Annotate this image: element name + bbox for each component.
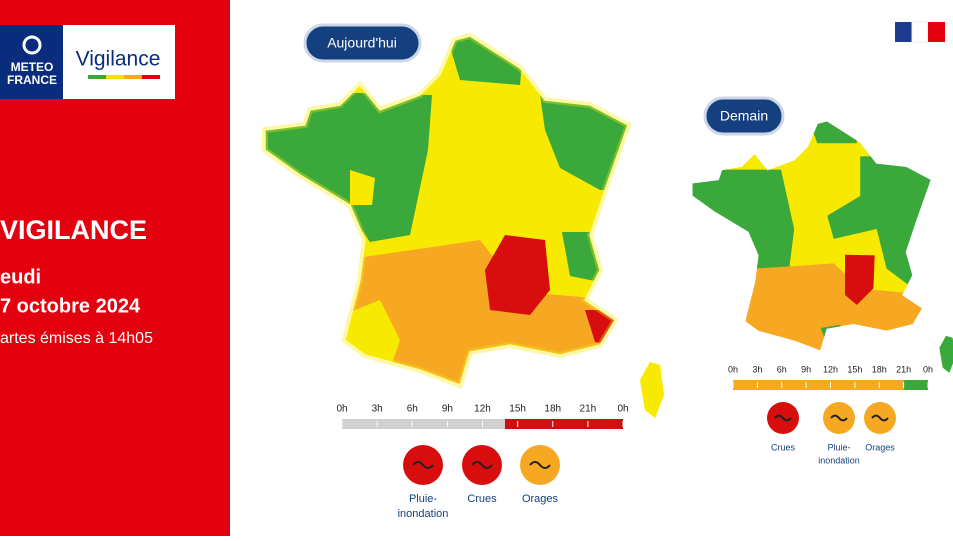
hazard-symbol (774, 414, 792, 422)
hazard-label: Orages (522, 493, 559, 505)
timeline-label: 0h (923, 364, 933, 374)
hazard-label: inondation (398, 508, 449, 520)
hazard-label: Pluie- (827, 442, 850, 452)
timeline-label: 9h (442, 404, 453, 415)
timeline-label: 0h (728, 364, 738, 374)
hazard-symbol (871, 414, 889, 422)
day-badge (703, 96, 785, 136)
timeline-label: 3h (372, 404, 383, 415)
timeline-label: 6h (777, 364, 787, 374)
timeline-label: 21h (580, 404, 597, 415)
timeline-label: 18h (872, 364, 887, 374)
timeline-bar (504, 419, 623, 429)
timeline-label: 0h (336, 404, 347, 415)
timeline-label: 12h (474, 404, 491, 415)
timeline-label: 6h (407, 404, 418, 415)
sidebar-title: VIGILANCE (0, 215, 147, 245)
timeline-label: 0h (617, 404, 628, 415)
day-badge (303, 23, 422, 63)
timeline-label: 18h (544, 404, 561, 415)
level-bar (106, 75, 124, 79)
level-bar (124, 75, 142, 79)
timeline-label: 15h (509, 404, 526, 415)
hazard-symbol (529, 461, 551, 469)
timeline-label: 3h (752, 364, 762, 374)
timeline-label: 15h (847, 364, 862, 374)
level-bar (142, 75, 160, 79)
sidebar-day: eudi (0, 266, 41, 288)
logo-text: METEO (11, 60, 54, 74)
timeline-label: 21h (896, 364, 911, 374)
timeline-bar (342, 419, 505, 429)
map-today: Aujourd'hui (250, 23, 664, 418)
flag (911, 21, 929, 43)
hazard-label: Crues (467, 493, 497, 505)
hazard-symbol (412, 461, 434, 469)
timeline-label: 9h (801, 364, 811, 374)
hazard-label: Crues (771, 442, 796, 452)
level-bar (88, 75, 106, 79)
sidebar-date: 7 octobre 2024 (0, 295, 141, 317)
logo-icon (22, 35, 42, 55)
flag (895, 22, 912, 42)
hazard-label: inondation (818, 455, 860, 465)
logo-text: FRANCE (7, 73, 57, 87)
hazard-label: Orages (865, 442, 895, 452)
hazard-symbol (471, 461, 493, 469)
product-name: Vigilance (76, 48, 161, 71)
hazard-symbol (830, 414, 848, 422)
timeline-label: 12h (823, 364, 838, 374)
map-tomorrow: Demain (691, 96, 953, 373)
day-label: Demain (720, 108, 768, 124)
day-label: Aujourd'hui (327, 35, 397, 51)
timeline-bar (733, 380, 904, 390)
timeline-bar (903, 380, 928, 390)
hazard-label: Pluie- (409, 493, 437, 505)
flag (928, 22, 945, 42)
sidebar-issued: artes émises à 14h05 (0, 330, 153, 347)
